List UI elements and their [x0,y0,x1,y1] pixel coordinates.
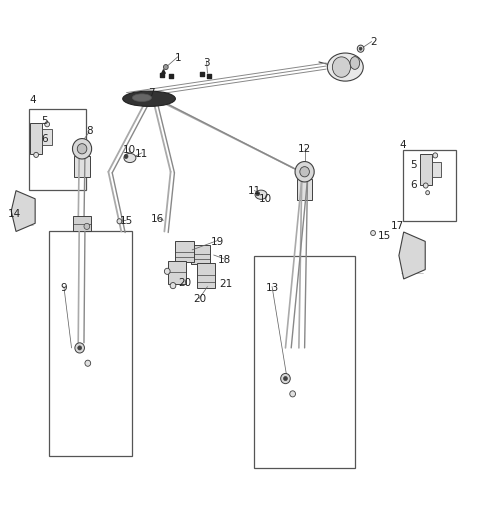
Bar [168,261,186,284]
Text: 2: 2 [371,36,377,47]
Circle shape [359,47,362,50]
Ellipse shape [124,154,136,162]
Text: 10: 10 [259,194,272,204]
Polygon shape [11,190,35,231]
Ellipse shape [327,53,363,81]
Ellipse shape [255,190,267,199]
Point [159,67,167,75]
Text: 14: 14 [8,209,21,219]
Text: 15: 15 [378,230,391,241]
Circle shape [281,373,290,383]
Bar [42,130,52,145]
Text: 16: 16 [151,214,164,224]
Circle shape [72,139,92,159]
Bar [297,179,312,200]
Text: 21: 21 [219,279,232,289]
Circle shape [85,360,91,366]
Bar [29,109,86,189]
Ellipse shape [123,91,175,106]
Text: 20: 20 [193,294,206,305]
Bar [175,241,193,262]
Circle shape [77,144,87,154]
Text: 15: 15 [120,216,132,226]
Bar [403,150,456,221]
Bar [254,256,355,468]
Circle shape [34,153,38,158]
Circle shape [357,45,364,52]
Point [167,72,174,80]
Text: 9: 9 [60,283,67,293]
Text: 4: 4 [399,140,406,150]
Ellipse shape [132,94,152,101]
Bar [48,231,132,456]
Ellipse shape [332,57,350,77]
Text: 6: 6 [41,134,48,143]
Text: 6: 6 [410,180,417,189]
Point [158,71,166,79]
Text: 11: 11 [135,149,148,159]
Circle shape [170,283,176,289]
Text: 7: 7 [148,88,155,98]
Point [205,72,213,80]
Text: 12: 12 [298,144,311,154]
Circle shape [433,153,438,158]
Text: 11: 11 [248,186,261,196]
Circle shape [164,268,170,274]
Text: 19: 19 [210,237,224,247]
Circle shape [117,219,122,224]
Circle shape [426,190,430,195]
Circle shape [124,155,128,159]
Circle shape [371,230,375,236]
Text: 17: 17 [390,221,404,231]
Bar [191,245,210,264]
Polygon shape [399,232,425,279]
Circle shape [284,376,288,380]
Bar [73,216,91,231]
Text: 20: 20 [179,278,192,288]
Circle shape [423,183,428,188]
Text: 18: 18 [218,255,231,265]
Bar [197,263,215,288]
Circle shape [75,343,84,353]
Bar [74,157,90,177]
Circle shape [295,162,314,182]
Circle shape [45,122,49,127]
Bar [30,123,42,154]
Text: 10: 10 [122,145,135,155]
Circle shape [163,65,168,70]
Circle shape [78,346,82,350]
Text: 3: 3 [203,58,210,68]
Ellipse shape [350,57,360,69]
Bar [420,154,432,184]
Circle shape [84,223,90,229]
Circle shape [256,191,260,196]
Circle shape [300,166,310,177]
Text: 4: 4 [30,95,36,105]
Text: 5: 5 [410,160,417,170]
Text: 5: 5 [41,116,48,125]
Circle shape [290,391,296,397]
Bar [432,162,442,177]
Text: 8: 8 [86,126,93,136]
Point [198,70,205,78]
Text: 1: 1 [174,53,181,63]
Text: 13: 13 [265,283,279,293]
